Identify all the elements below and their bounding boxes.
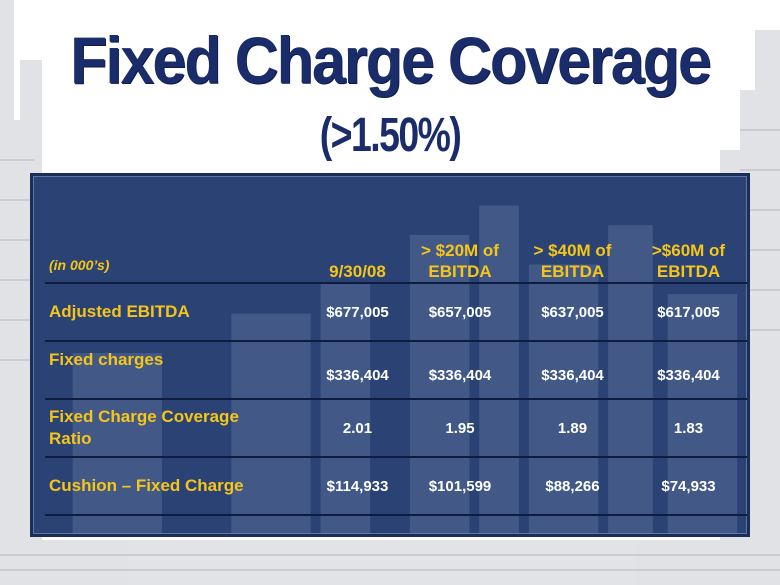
column-header: > $20M of EBITDA — [405, 223, 515, 283]
row-label: Adjusted EBITDA — [49, 302, 190, 321]
table-cell: $336,404 — [428, 367, 492, 384]
table-cell: $657,005 — [428, 303, 492, 321]
table-cell: $336,404 — [657, 367, 720, 384]
table-row: Cushion – Fixed Charge $114,933 $101,599… — [45, 457, 747, 515]
table-cell: 2.01 — [342, 419, 373, 437]
row-label: Fixed charges — [49, 350, 164, 369]
column-header-line2: EBITDA — [540, 262, 605, 281]
column-header-line2: EBITDA — [656, 262, 721, 281]
column-header: > $40M of EBITDA — [515, 223, 630, 283]
table-cell: $88,266 — [545, 477, 600, 495]
table-cell: $617,005 — [657, 303, 720, 321]
column-header: >$60M of EBITDA — [630, 223, 747, 283]
table-cell: 1.89 — [557, 419, 588, 437]
column-header-line1: > $40M of — [533, 241, 612, 260]
table-header-row: (in 000’s) 9/30/08 > $20M of EBITDA > $40… — [45, 223, 747, 283]
table-cell: $114,933 — [326, 477, 389, 495]
table-cell: $336,404 — [541, 367, 604, 384]
column-header-line1: >$60M of — [651, 241, 726, 260]
column-header: 9/30/08 — [310, 223, 405, 283]
column-header-line1: > $20M of — [421, 241, 499, 260]
page-subtitle: (>1.50%) — [319, 109, 462, 162]
data-panel: (in 000’s) 9/30/08 > $20M of EBITDA > $40… — [30, 173, 750, 537]
table-cell: 1.83 — [673, 419, 704, 437]
panel-skyline-texture — [72, 205, 738, 534]
table-cell: $101,599 — [428, 477, 492, 495]
table-row: Fixed charges $336,404 $336,404 $336,404… — [45, 341, 747, 399]
row-label: Cushion – Fixed Charge — [49, 476, 244, 495]
row-label: Fixed Charge Coverage Ratio — [45, 399, 310, 457]
table-cell: $74,933 — [661, 477, 716, 495]
table-row: Fixed Charge Coverage Ratio 2.01 1.95 1.8… — [45, 399, 747, 457]
column-header-line2: 9/30/08 — [329, 262, 386, 281]
row-label-line1: Fixed Charge Coverage — [49, 407, 239, 426]
table-cell: $637,005 — [541, 303, 604, 321]
table-cell: $677,005 — [326, 303, 389, 321]
row-label-line2: Ratio — [49, 429, 92, 448]
coverage-table: (in 000’s) 9/30/08 > $20M of EBITDA > $40… — [45, 223, 747, 516]
column-header-line2: EBITDA — [428, 262, 492, 281]
page-title: Fixed Charge Coverage — [70, 23, 711, 97]
table-cell: $336,404 — [326, 367, 389, 384]
table-cell: 1.95 — [445, 419, 475, 437]
unit-label: (in 000’s) — [49, 257, 110, 273]
table-row: Adjusted EBITDA $677,005 $657,005 $637,0… — [45, 283, 747, 341]
